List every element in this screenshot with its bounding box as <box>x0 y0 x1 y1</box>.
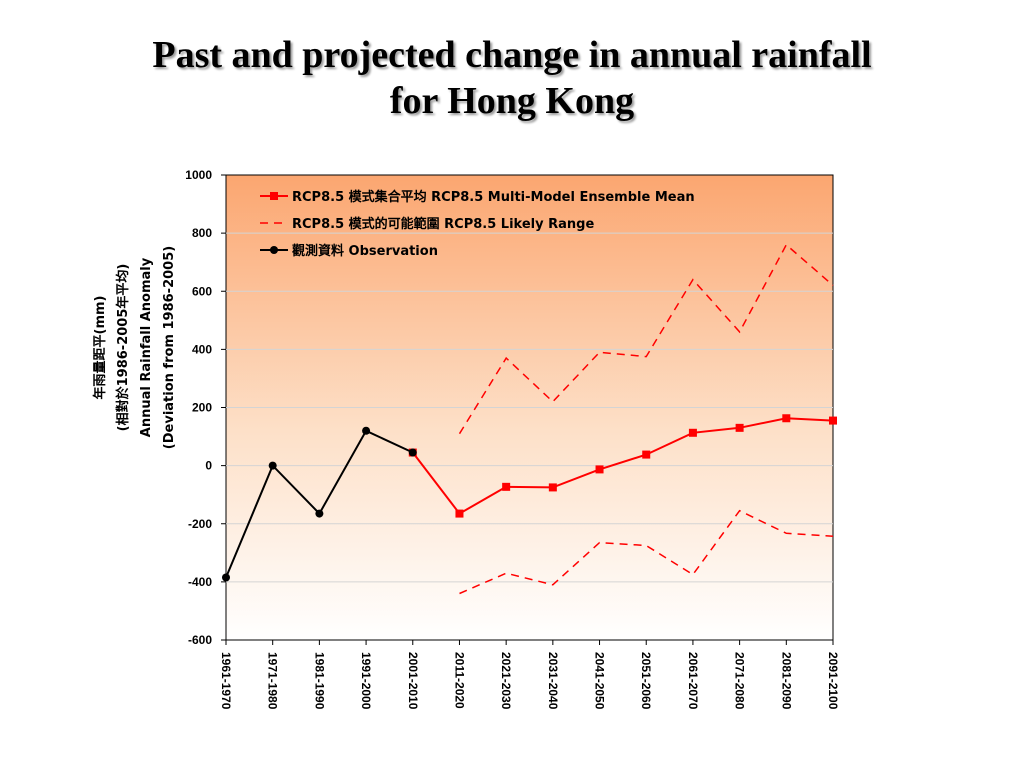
y-tick-label: -600 <box>188 633 212 647</box>
observation-point <box>268 461 277 470</box>
y-tick-label: 200 <box>192 401 212 415</box>
observation-point <box>222 573 230 582</box>
legend-marker-observation <box>270 246 278 254</box>
y-axis-title-line: Annual Rainfall Anomaly <box>139 257 154 437</box>
slide-title-line2: for Hong Kong <box>389 80 635 122</box>
x-tick-label: 2071-2080 <box>733 652 747 710</box>
y-tick-label: 800 <box>192 226 212 240</box>
x-tick-label: 2061-2070 <box>686 652 700 710</box>
y-axis-title-line: 年雨量距平(mm) <box>92 296 108 400</box>
y-tick-label: 1000 <box>185 168 212 182</box>
ensemble-mean-point <box>455 509 464 518</box>
x-tick-label: 2001-2010 <box>406 652 420 710</box>
x-tick-label: 2091-2100 <box>826 652 840 710</box>
y-tick-label: 600 <box>192 284 212 298</box>
ensemble-mean-point <box>502 482 511 491</box>
x-tick-label: 2081-2090 <box>779 652 793 710</box>
ensemble-mean-point <box>782 414 791 423</box>
legend-label: RCP8.5 模式的可能範圍 RCP8.5 Likely Range <box>292 216 594 232</box>
y-axis-title-line: (Deviation from 1986-2005) <box>162 246 177 449</box>
x-tick-label: 2031-2040 <box>546 652 560 710</box>
y-tick-label: -200 <box>188 517 212 531</box>
x-tick-label: 2011-2020 <box>452 652 466 709</box>
observation-point <box>362 426 371 435</box>
legend-marker-ensemble <box>270 192 278 200</box>
slide-title: Past and projected change in annual rain… <box>0 32 1024 124</box>
ensemble-mean-point <box>642 450 651 459</box>
ensemble-mean-point <box>829 416 837 425</box>
y-tick-label: 0 <box>205 459 212 473</box>
slide-title-line1: Past and projected change in annual rain… <box>152 34 872 76</box>
ensemble-mean-point <box>595 465 604 474</box>
y-tick-label: -400 <box>188 575 212 589</box>
x-tick-label: 2041-2050 <box>593 652 607 710</box>
x-tick-label: 1991-2000 <box>359 652 373 710</box>
observation-point <box>315 509 324 518</box>
y-axis-title-line: (相對於1986-2005年平均) <box>115 264 131 432</box>
observation-point <box>408 448 417 457</box>
ensemble-mean-point <box>548 483 557 492</box>
likely-range-upper-line <box>458 243 834 435</box>
x-tick-label: 1971-1980 <box>266 652 280 710</box>
x-tick-label: 1961-1970 <box>219 652 233 710</box>
ensemble-mean-line <box>412 417 834 515</box>
ensemble-mean-point <box>735 423 744 432</box>
x-tick-label: 2051-2060 <box>639 652 653 710</box>
y-tick-label: 400 <box>192 342 212 356</box>
x-tick-label: 2021-2030 <box>499 652 513 710</box>
legend-label: 觀測資料 Observation <box>292 243 438 259</box>
ensemble-mean-point <box>688 428 697 437</box>
legend-label: RCP8.5 模式集合平均 RCP8.5 Multi-Model Ensembl… <box>292 189 695 205</box>
x-tick-label: 1981-1990 <box>312 652 326 710</box>
